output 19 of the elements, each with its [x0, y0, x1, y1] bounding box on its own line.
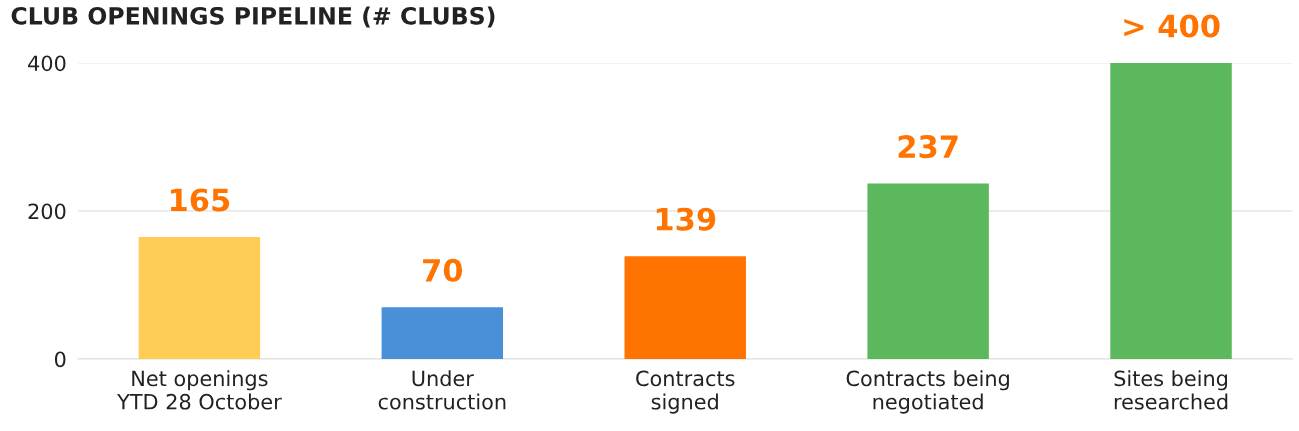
x-tick-label: Contracts being negotiated: [846, 370, 1009, 414]
x-tick-label: Sites being researched: [1114, 370, 1228, 410]
data-label: 70: [423, 258, 463, 282]
x-tick-label: Contracts signed: [636, 370, 735, 414]
bar: [381, 307, 504, 360]
chart-title: CLUB OPENINGS PIPELINE (# CLUBS): [11, 6, 495, 28]
x-tick-label: Net openings YTD 28 October: [117, 370, 282, 410]
bar: [138, 236, 261, 360]
y-tick-label: 400: [28, 55, 66, 72]
y-tick-label: 200: [28, 203, 66, 220]
bar: [624, 256, 746, 360]
data-label: 237: [898, 135, 958, 159]
y-tick-label: 0: [54, 351, 66, 368]
bar: [867, 183, 989, 360]
bar: [1110, 62, 1232, 360]
data-label: > 400: [1124, 14, 1220, 38]
data-label: 139: [656, 207, 716, 231]
data-label: 165: [170, 188, 230, 212]
x-tick-label: Under construction: [378, 370, 506, 410]
